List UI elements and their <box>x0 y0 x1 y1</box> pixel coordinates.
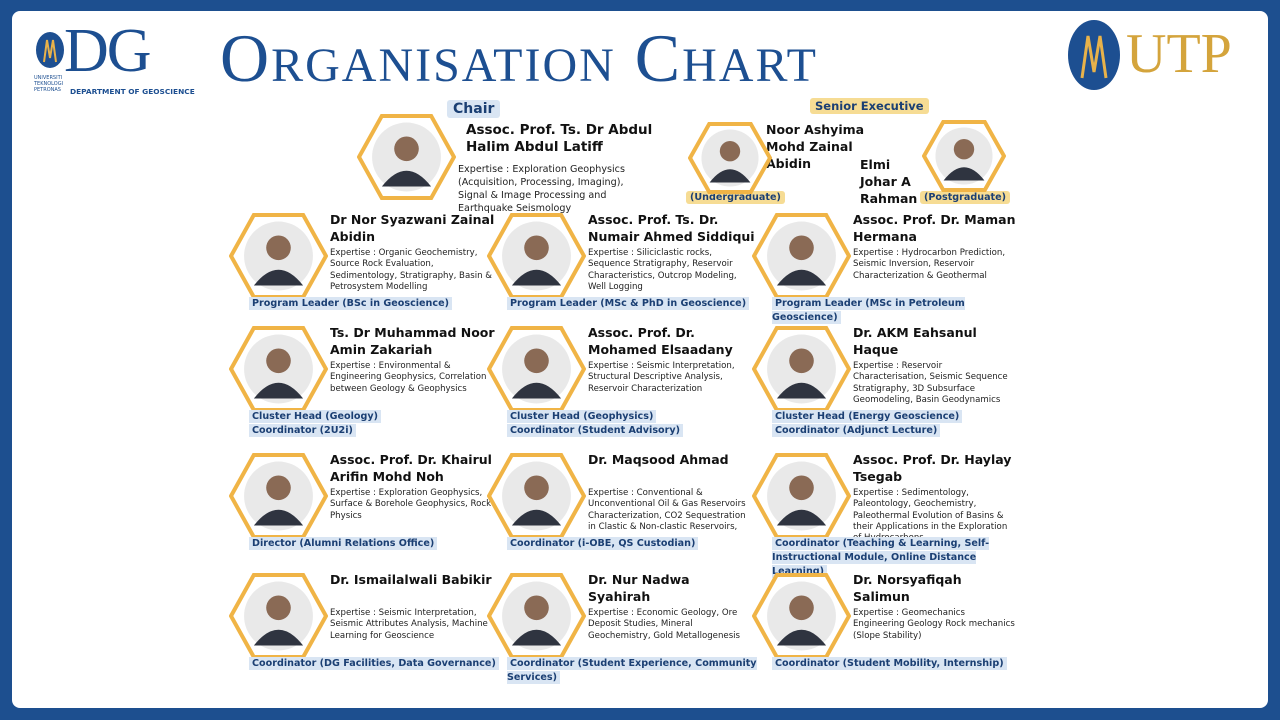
member-expertise: Expertise : Environmental & Engineering … <box>330 361 487 394</box>
role-label: Coordinator (Student Experience, Communi… <box>507 657 757 684</box>
member-roles: Coordinator (Teaching & Learning, Self-I… <box>772 537 1022 579</box>
senior-executive-name: Noor Ashyima Mohd Zainal Abidin <box>766 122 865 171</box>
member-expertise: Expertise : Seismic Interpretation, Stru… <box>588 361 735 394</box>
member-name: Assoc. Prof. Dr. Haylay Tsegab <box>853 452 1012 484</box>
member-expertise: Expertise : Conventional & Unconventiona… <box>588 488 746 532</box>
role-label: Cluster Head (Energy Geoscience) <box>772 410 963 423</box>
photo-frame <box>752 453 851 539</box>
role-label: Coordinator (i-OBE, QS Custodian) <box>507 537 699 550</box>
photo-frame <box>752 213 851 299</box>
senior-executive-name: Elmi Johar A Rahman <box>860 157 918 206</box>
member-roles: Cluster Head (Geophysics) Coordinator (St… <box>507 410 757 438</box>
member-name: Assoc. Prof. Dr. Mohamed Elsaadany <box>588 325 733 357</box>
role-label: Cluster Head (Geophysics) <box>507 410 657 423</box>
member-expertise: Expertise : Siliciclastic rocks, Sequenc… <box>588 248 737 292</box>
member-expertise: Expertise : Reservoir Characterisation, … <box>853 361 1008 405</box>
dg-emblem <box>36 32 64 68</box>
member-name: Dr. Nur Nadwa Syahirah <box>588 572 690 604</box>
role-label: Cluster Head (Geology) <box>249 410 381 423</box>
photo-frame <box>487 326 586 412</box>
member-name: Dr Nor Syazwani Zainal Abidin <box>330 212 495 244</box>
senior-executive-label: Senior Executive <box>810 98 929 114</box>
department: DEPARTMENT OF GEOSCIENCE <box>70 87 195 96</box>
role-label: Coordinator (DG Facilities, Data Governa… <box>249 657 499 670</box>
role-label: Program Leader (BSc in Geoscience) <box>249 297 452 310</box>
member-name: Assoc. Prof. Dr. Khairul Arifin Mohd Noh <box>330 452 492 484</box>
member-roles: Program Leader (MSc & PhD in Geoscience) <box>507 297 757 311</box>
photo-frame <box>487 573 586 659</box>
member-roles: Program Leader (MSc in Petroleum Geoscie… <box>772 297 1022 325</box>
photo-frame <box>357 114 456 200</box>
card <box>12 11 1268 708</box>
role-label: Coordinator (Student Advisory) <box>507 424 684 437</box>
role-label: Coordinator (Adjunct Lecture) <box>772 424 941 437</box>
member-name: Dr. AKM Eahsanul Haque <box>853 325 977 357</box>
role-label: Program Leader (MSc & PhD in Geoscience) <box>507 297 750 310</box>
member-roles: Coordinator (Student Mobility, Internshi… <box>772 657 1022 671</box>
member-expertise: Expertise : Organic Geochemistry, Source… <box>330 248 492 292</box>
chair-label: Chair <box>447 100 501 118</box>
member-expertise: Expertise : Economic Geology, Ore Deposi… <box>588 608 741 641</box>
photo-frame <box>229 326 328 412</box>
member-expertise: Expertise : Geomechanics Engineering Geo… <box>853 608 1015 641</box>
role-label: Director (Alumni Relations Office) <box>249 537 438 550</box>
page-title: Organisation Chart <box>220 20 818 96</box>
member-name: Assoc. Prof. Dr. Maman Hermana <box>853 212 1016 244</box>
utp-emblem <box>1068 20 1120 90</box>
role-label: Coordinator (2U2i) <box>249 424 356 437</box>
role-label: Program Leader (MSc in Petroleum Geoscie… <box>772 297 965 324</box>
member-name: Dr. Maqsood Ahmad <box>588 452 729 467</box>
member-roles: Director (Alumni Relations Office) <box>249 537 499 551</box>
university: UNIVERSITI TEKNOLOGI PETRONAS <box>34 75 64 93</box>
chair-expertise: Expertise : Exploration Geophysics (Acqu… <box>458 164 625 214</box>
utp-logo: UTP <box>1126 23 1232 85</box>
photo-frame <box>922 120 1006 192</box>
member-roles: Coordinator (DG Facilities, Data Governa… <box>249 657 499 671</box>
member-roles: Cluster Head (Energy Geoscience) Coordina… <box>772 410 1022 438</box>
member-expertise: Expertise : Exploration Geophysics, Surf… <box>330 488 492 521</box>
member-expertise: Expertise : Sedimentology, Paleontology,… <box>853 488 1008 543</box>
photo-frame <box>752 326 851 412</box>
photo-frame <box>229 573 328 659</box>
member-roles: Coordinator (Student Experience, Communi… <box>507 657 757 685</box>
member-name: Ts. Dr Muhammad Noor Amin Zakariah <box>330 325 495 357</box>
member-name: Assoc. Prof. Ts. Dr. Numair Ahmed Siddiq… <box>588 212 755 244</box>
member-roles: Coordinator (i-OBE, QS Custodian) <box>507 537 757 551</box>
member-expertise: Expertise : Seismic Interpretation, Seis… <box>330 608 488 641</box>
member-roles: Program Leader (BSc in Geoscience) <box>249 297 499 311</box>
photo-frame <box>487 453 586 539</box>
chair-name: Assoc. Prof. Ts. Dr Abdul Halim Abdul La… <box>466 122 653 155</box>
senior-executive-role: (Postgraduate) <box>920 191 1011 204</box>
photo-frame <box>752 573 851 659</box>
role-label: Coordinator (Student Mobility, Internshi… <box>772 657 1007 670</box>
senior-executive-role: (Undergraduate) <box>686 191 785 204</box>
photo-frame <box>229 453 328 539</box>
member-name: Dr. Norsyafiqah Salimun <box>853 572 962 604</box>
photo-frame <box>229 213 328 299</box>
dg-logo: DG <box>64 17 152 85</box>
photo-frame <box>688 122 772 194</box>
member-roles: Cluster Head (Geology) Coordinator (2U2i) <box>249 410 499 438</box>
photo-frame <box>487 213 586 299</box>
member-name: Dr. Ismailalwali Babikir <box>330 572 492 587</box>
member-expertise: Expertise : Hydrocarbon Prediction, Seis… <box>853 248 1006 281</box>
